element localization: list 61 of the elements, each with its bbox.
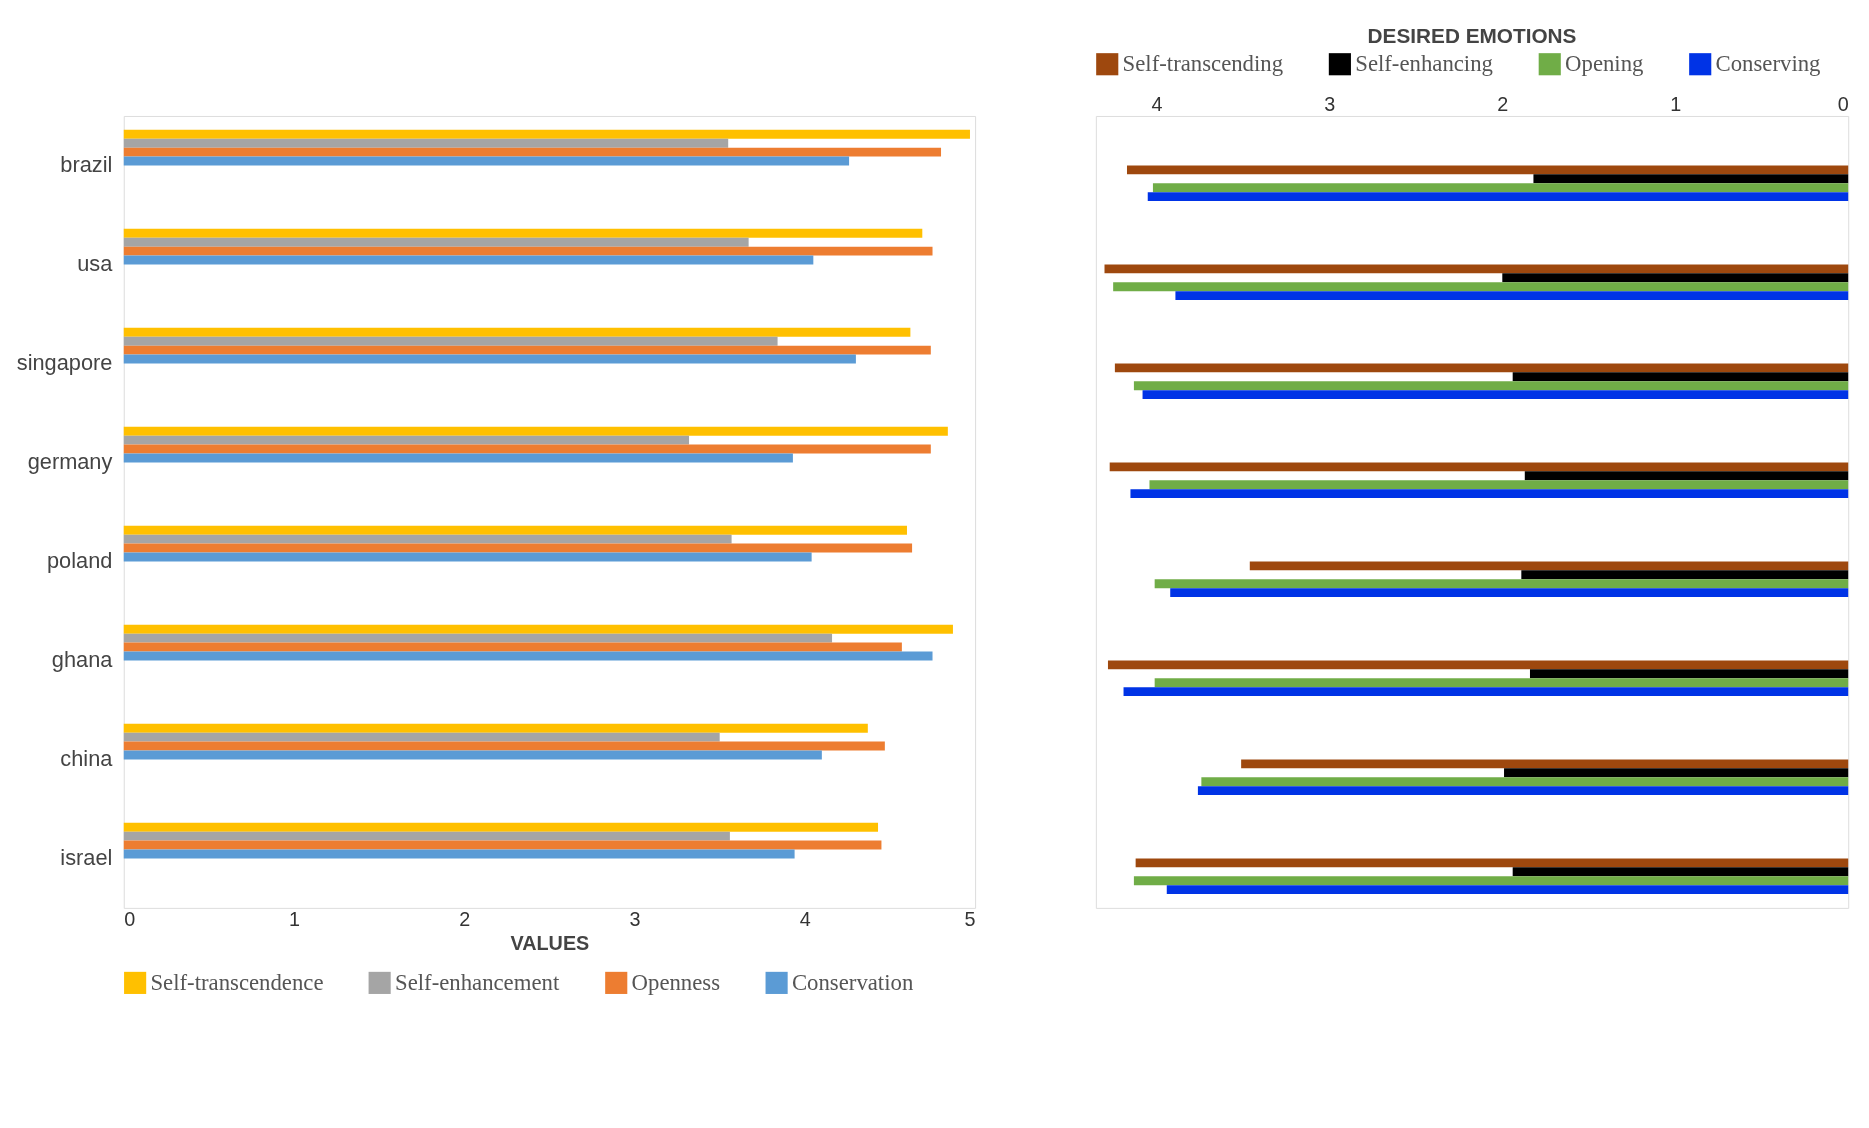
bar [1130,489,1849,499]
bar [1126,165,1849,175]
x-tick-label: 2 [459,908,471,931]
bar [1113,282,1849,292]
bar [1142,390,1849,400]
bar [1114,363,1849,373]
bar [1175,291,1849,301]
bar [1123,687,1849,697]
bar [1133,876,1849,886]
legend-label: Self-enhancement [394,969,560,995]
bar [1149,480,1849,490]
bar [1249,561,1849,571]
bar [1529,669,1849,679]
chart-title: DESIRED EMOTIONS [1367,23,1577,47]
bar [1170,588,1849,598]
y-tick-label: ghana [51,647,114,673]
bar [1521,570,1849,580]
legend-label: Openness [631,969,721,995]
legend-label: Opening [1565,51,1644,77]
bar [1197,786,1849,796]
bar [1524,471,1849,481]
bar [1109,462,1849,472]
x-tick-label: 1 [289,908,301,931]
legend-label: Self-enhancing [1355,51,1493,77]
x-tick-label: 2 [1497,92,1509,115]
x-axis-title: VALUES [510,931,590,954]
bar [1512,867,1849,877]
bar [1154,579,1849,589]
legend-label: Self-transcending [1122,51,1284,77]
legend-label: Self-transcendence [150,969,324,995]
bar [1133,381,1849,391]
x-tick-label: 0 [124,908,136,931]
x-tick-label: 0 [1837,92,1849,115]
y-tick-label: poland [46,548,113,574]
y-tick-label: china [60,746,114,772]
legend-label: Conserving [1715,51,1821,77]
x-tick-label: 3 [1324,92,1336,115]
bar [1502,273,1849,283]
bar [1512,372,1849,382]
x-tick-label: 3 [629,908,641,931]
y-tick-label: israel [60,845,113,871]
bar [1201,777,1849,787]
bar [1241,759,1849,769]
legend-label: Conservation [791,969,914,995]
x-tick-label: 4 [799,908,811,931]
x-tick-label: 1 [1670,92,1682,115]
bar [1104,264,1849,274]
y-tick-label: singapore [16,350,113,376]
bar [1152,183,1849,193]
bar [1166,885,1849,895]
bar [1107,660,1849,670]
bar [1154,678,1849,688]
x-tick-label: 4 [1151,92,1163,115]
bar [1147,192,1849,202]
bar [1135,858,1849,868]
y-tick-label: brazil [60,152,113,178]
bar [1533,174,1849,184]
bar [1504,768,1849,778]
y-tick-label: germany [27,449,113,475]
y-tick-label: usa [77,251,114,277]
x-tick-label: 5 [964,908,976,931]
